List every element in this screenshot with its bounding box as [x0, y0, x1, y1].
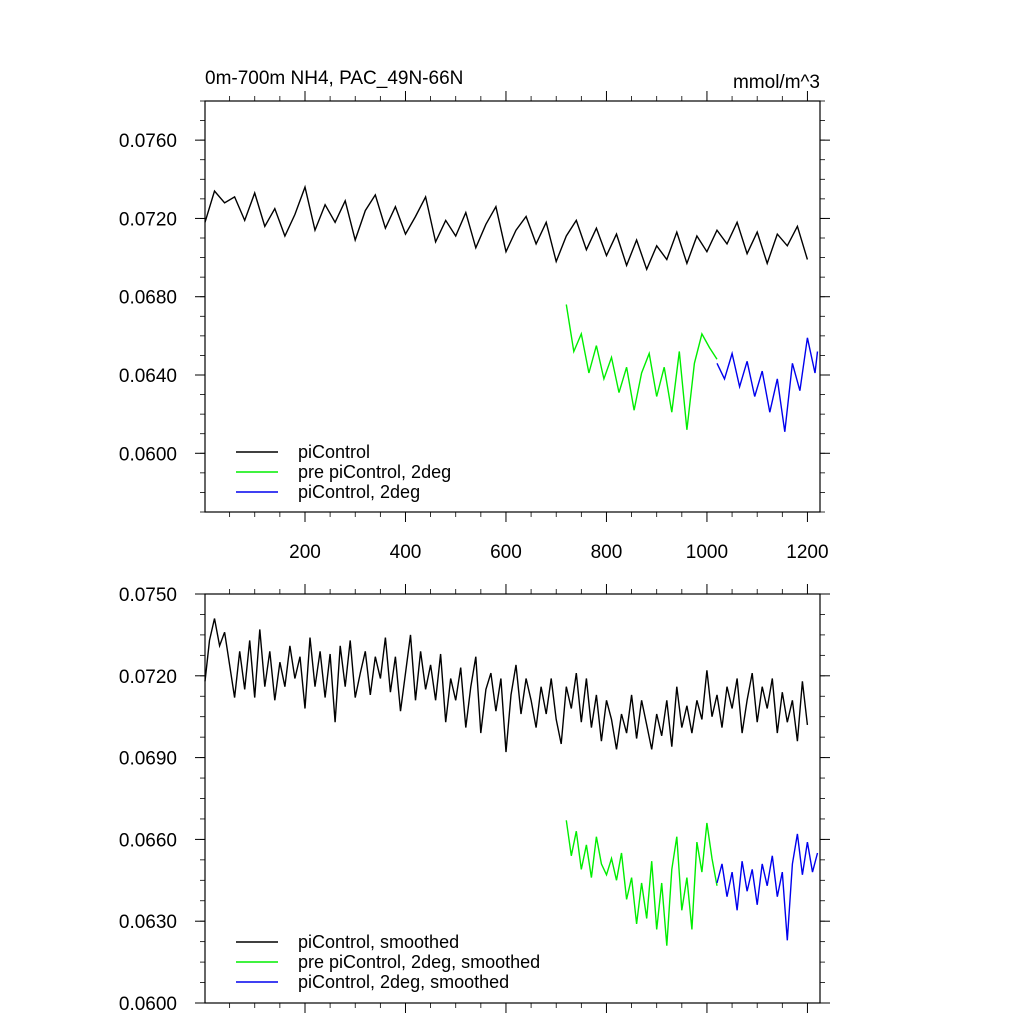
- y-tick-label: 0.0600: [119, 444, 177, 465]
- y-tick-label: 0.0600: [119, 994, 177, 1015]
- plot-frame: [204, 100, 821, 513]
- legend-label-2: pre piControl, 2deg: [298, 462, 451, 482]
- legend-label-1: piControl: [298, 442, 370, 462]
- bottom-plot-area: 0.0600 0.0630 0.0660 0.0690 0.0720 0.0750 piCo…: [119, 584, 830, 1015]
- legend-label-1: piControl, smoothed: [298, 932, 459, 952]
- series-line-2: [565, 820, 718, 946]
- x-tick-label: 1000: [686, 542, 728, 563]
- series-line-3: [716, 337, 819, 432]
- x-tick-label: 1200: [786, 542, 828, 563]
- y-tick-label: 0.0760: [119, 131, 177, 152]
- y-tick-label: 0.0680: [119, 288, 177, 309]
- bottom-panel: 0.0600 0.0630 0.0660 0.0690 0.0720 0.0750 piCo…: [119, 584, 830, 1015]
- y-tick-label: 0.0630: [119, 912, 177, 933]
- legend-label-3: piControl, 2deg: [298, 482, 420, 502]
- series-line-1: [204, 184, 809, 272]
- series-line-3: [716, 833, 819, 941]
- top-panel: 0m-700m NH4, PAC_49N-66N mmol/m^3 0.0600…: [119, 68, 830, 563]
- legend-label-3: piControl, 2deg, smoothed: [298, 972, 509, 992]
- chart-units: mmol/m^3: [733, 72, 820, 93]
- y-tick-label: 0.0660: [119, 830, 177, 851]
- legend-label-2: pre piControl, 2deg, smoothed: [298, 952, 540, 972]
- chart-title: 0m-700m NH4, PAC_49N-66N: [205, 68, 463, 89]
- x-tick-label: 600: [490, 542, 522, 563]
- y-tick-label: 0.0690: [119, 749, 177, 770]
- y-tick-label: 0.0750: [119, 585, 177, 606]
- x-tick-label: 200: [289, 542, 321, 563]
- y-tick-label: 0.0720: [119, 209, 177, 230]
- series-line-2: [565, 304, 718, 430]
- y-tick-label: 0.0640: [119, 366, 177, 387]
- top-plot-area: 0.0600 0.0640 0.0680 0.0720 0.0760 200 400 600 8…: [119, 91, 830, 563]
- series-line-1: [204, 618, 809, 753]
- x-tick-label: 400: [390, 542, 422, 563]
- y-tick-label: 0.0720: [119, 667, 177, 688]
- x-tick-label: 800: [591, 542, 623, 563]
